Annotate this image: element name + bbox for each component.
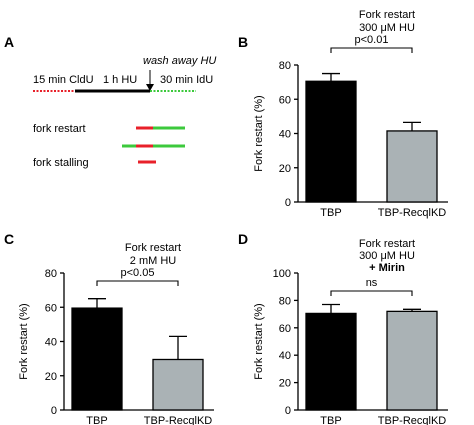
panel-d-y-tick-label: 20 [279,378,291,390]
panel-b-category-label: TBP-RecqlKD [378,207,447,219]
wash-arrow-head [146,84,154,91]
panel-c-category-label: TBP-RecqlKD [144,415,213,425]
panel-d-y-tick-label: 100 [273,268,291,280]
panel-c-title-line: Fork restart [125,242,181,254]
panel-b-y-tick-label: 20 [279,163,291,175]
panel-d-bar [305,312,357,411]
panel-b-y-tick-label: 60 [279,94,291,106]
panel-b-significance-bracket [330,47,413,53]
panel-d-category-label: TBP-RecqlKD [378,415,447,425]
panel-c-y-tick-label: 60 [45,302,57,314]
panel-b-bar [305,80,357,203]
panel-d-title-bold: + Mirin [369,262,405,274]
panel-c-y-tick-label: 40 [45,337,57,349]
step-hu-label: 1 h HU [103,74,137,86]
panel-d-y-axis-title: Fork restart (%) [253,303,265,379]
panel-c-y-tick-label: 80 [45,268,57,280]
panel-d-title-line: 300 μM HU [359,250,415,262]
panel-d-bar [386,310,438,411]
panel-a-label: A [4,34,14,50]
panel-b-label: B [238,34,248,50]
panel-d-y-tick-label: 80 [279,295,291,307]
panel-b-bar [386,130,438,203]
panel-d-significance-label: ns [366,277,378,289]
panel-d-title-line: Fork restart [359,238,415,250]
legend-fork-restart: fork restart [33,123,86,135]
panel-b-significance-label: p<0.01 [355,34,389,46]
panel-c-y-axis-title: Fork restart (%) [18,303,30,379]
panel-c-significance-bracket [96,280,179,286]
panel-c-significance-label: p<0.05 [121,267,155,279]
panel-d-y-tick-label: 60 [279,323,291,335]
panel-b-y-tick-label: 40 [279,129,291,141]
panel-b-title-line: Fork restart [359,9,415,21]
step-idu-label: 30 min IdU [160,74,213,86]
panel-d-y-tick-label: 0 [285,405,291,417]
panel-c-y-tick-label: 20 [45,371,57,383]
panel-c-bar [71,307,123,411]
panel-b-category-label: TBP [320,207,341,219]
panel-c-label: C [4,231,14,247]
panel-a: A 15 min CldU 1 h HU wash away HU 30 min… [4,34,216,169]
panel-c-category-label: TBP [86,415,107,425]
panel-b-y-tick-label: 0 [285,197,291,209]
panel-d-y-tick-label: 40 [279,350,291,362]
step-cldu-label: 15 min CldU [33,74,94,86]
panel-d-label: D [238,231,248,247]
panel-d-significance-bracket [330,290,413,296]
panel-c-y-tick-label: 0 [51,405,57,417]
panel-c-title-line: 2 mM HU [130,255,177,267]
legend-fork-stalling: fork stalling [33,157,89,169]
panel-c-bar [152,358,204,411]
panel-b-y-axis-title: Fork restart (%) [253,95,265,171]
panel-b-title-line: 300 μM HU [359,22,415,34]
panel-d-category-label: TBP [320,415,341,425]
step-wash-label: wash away HU [143,55,216,67]
panel-b-y-tick-label: 80 [279,60,291,72]
